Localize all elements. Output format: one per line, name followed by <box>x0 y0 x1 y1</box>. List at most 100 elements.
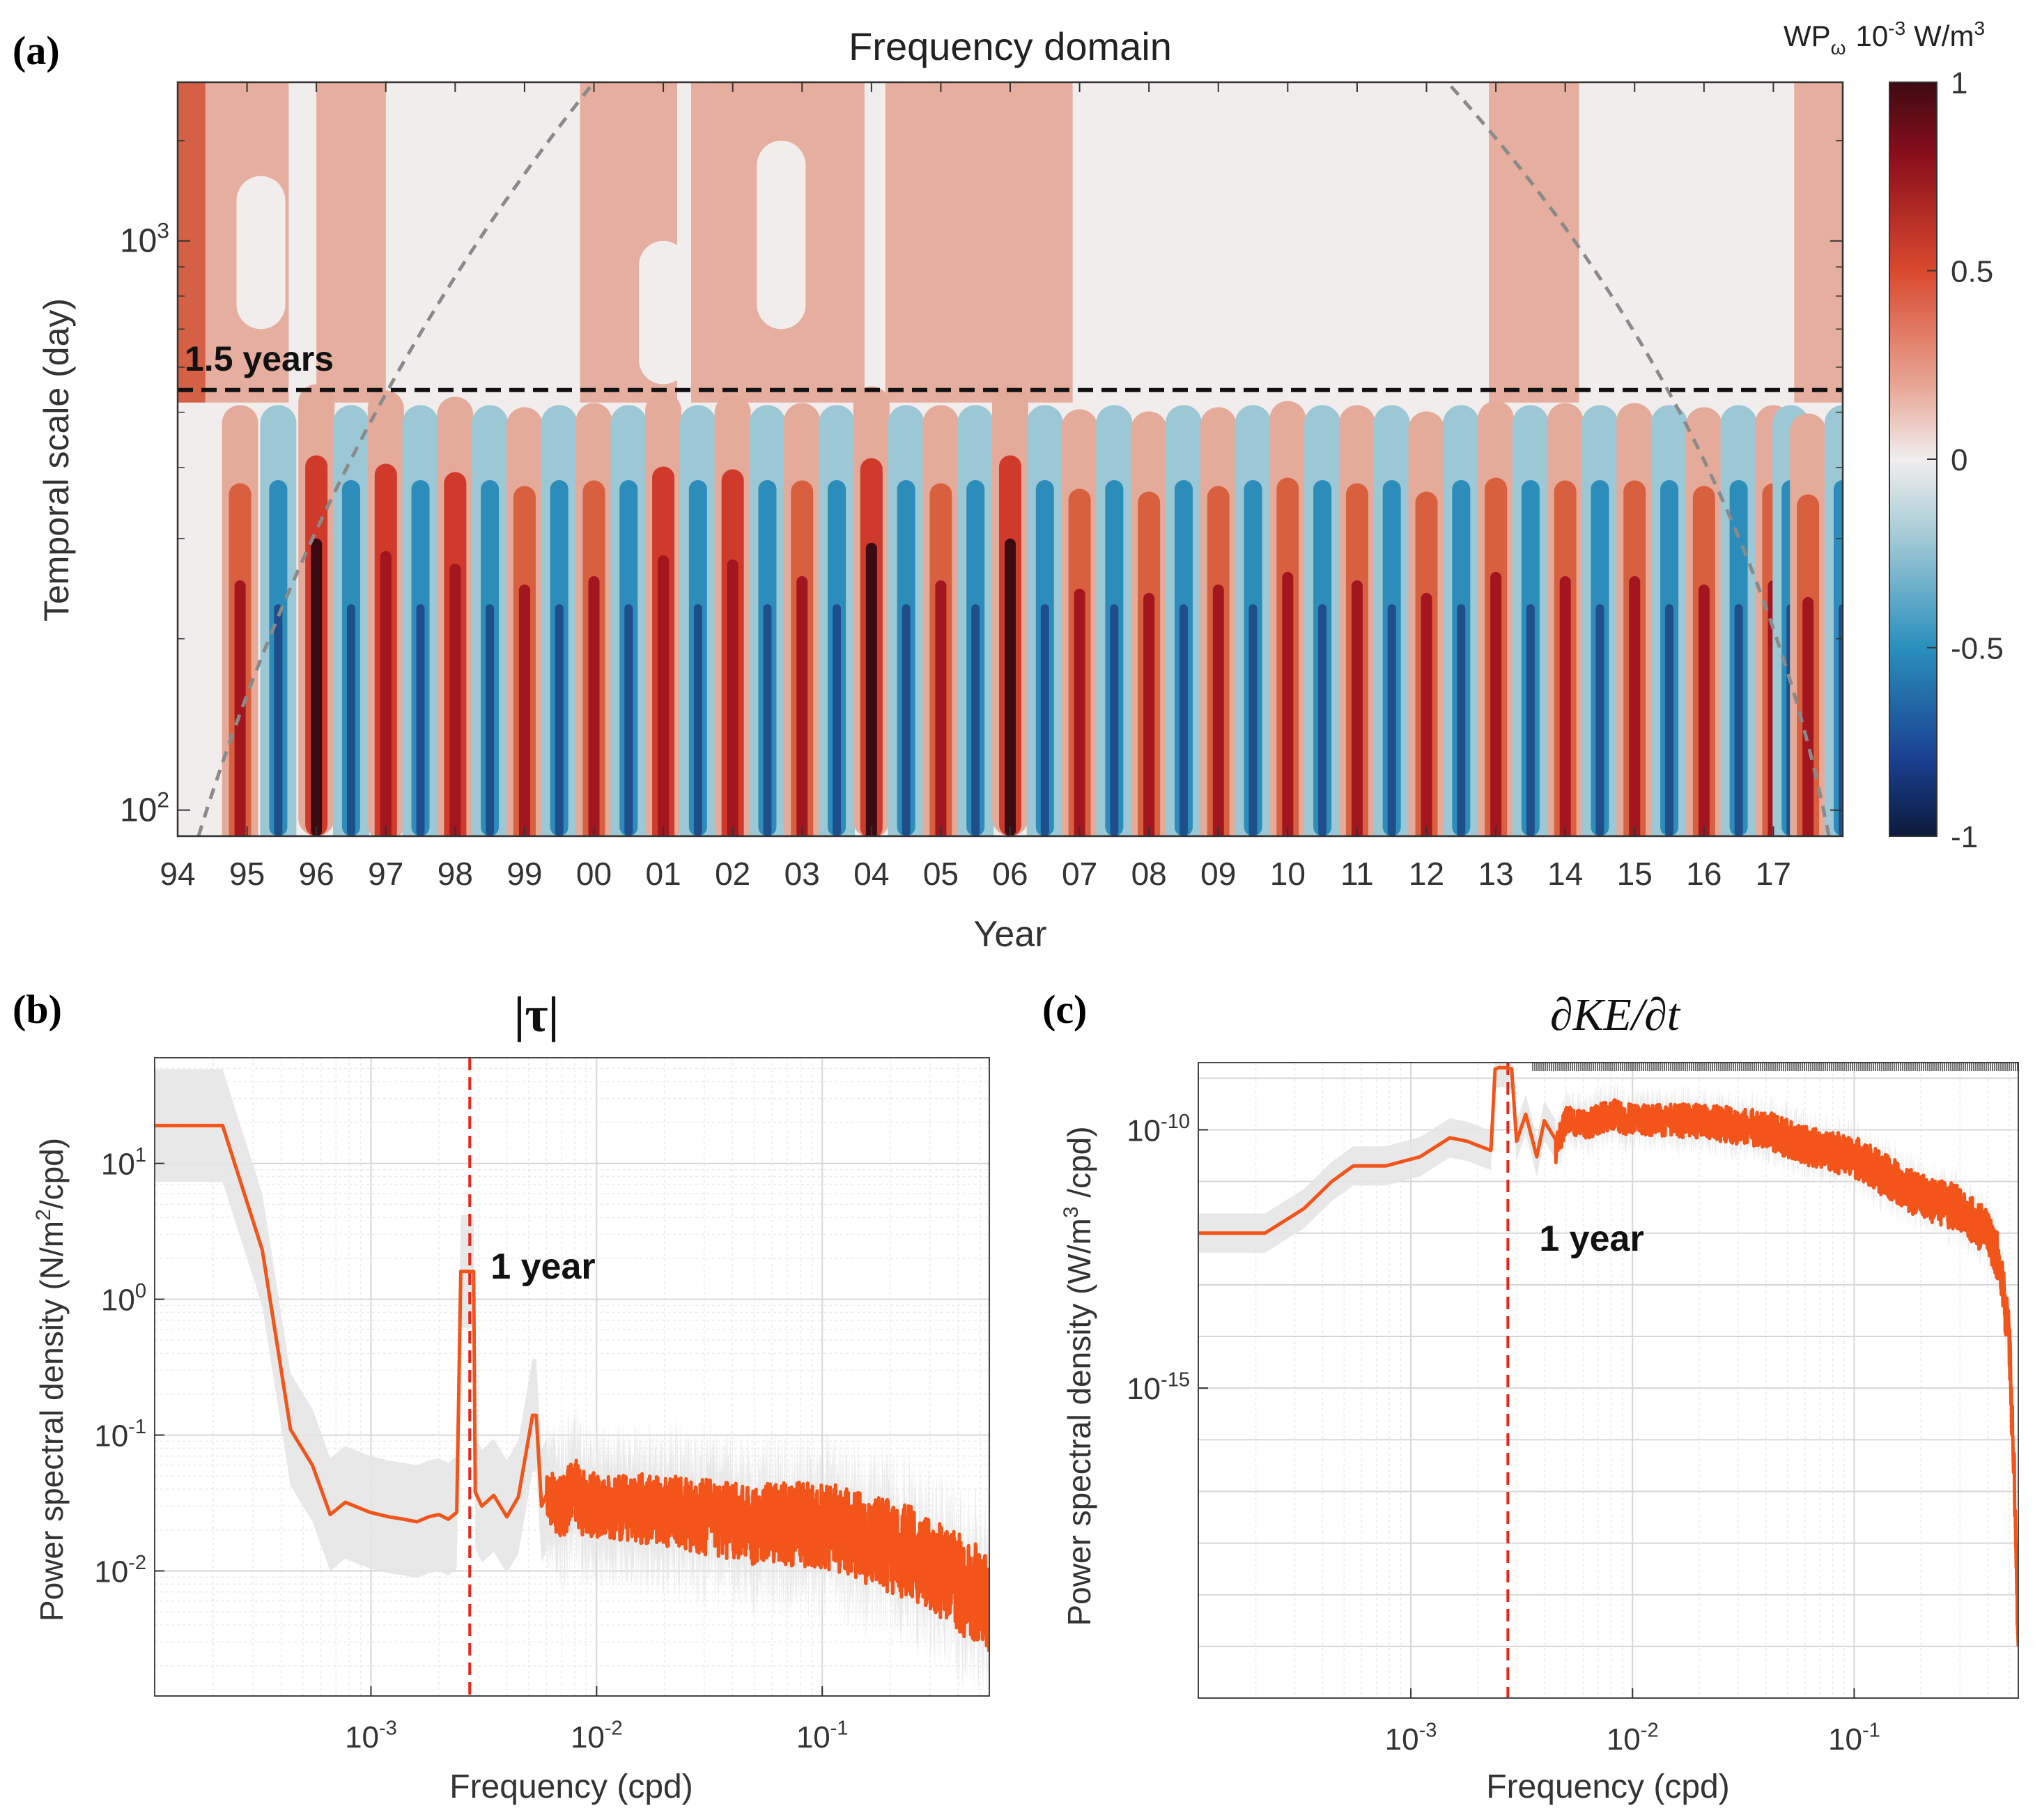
panel-b-xlabel: Frequency (cpd) <box>449 1768 693 1805</box>
x-tick-label: 98 <box>438 856 473 892</box>
y-tick-label-exp: -1 <box>128 1416 146 1438</box>
x-tick-label-base: 10 <box>796 1720 830 1755</box>
panel-c-xlabel: Frequency (cpd) <box>1486 1768 1729 1805</box>
y-tick-label-exp: 3 <box>157 218 169 243</box>
heatmap-band <box>316 82 386 403</box>
colorbar-tick-label: -0.5 <box>1951 632 2004 666</box>
y-tick-label-base: 10 <box>94 1419 128 1453</box>
y-tick-label: 100 <box>101 1280 146 1317</box>
panel-c-title: ∂KE/∂t <box>1550 989 1681 1040</box>
heatmap-trough-core <box>416 604 425 836</box>
x-tick-label: 95 <box>229 856 265 892</box>
x-tick-label: 13 <box>1478 856 1513 892</box>
panel-a-heatmap: (a) Frequency domain 1.5 years 94 95 96 97 98… <box>13 17 2004 955</box>
x-tick-label: 16 <box>1686 856 1722 892</box>
cone-of-influence-left <box>196 81 596 837</box>
heatmap-trough-core <box>1457 604 1466 836</box>
x-tick-label-base: 10 <box>1385 1722 1419 1757</box>
y-tick-label-base: 10 <box>101 1283 135 1318</box>
panel-b-ylabel: Power spectral density (N/m2/cpd) <box>32 1138 70 1621</box>
x-tick-label-exp: -3 <box>1419 1720 1437 1742</box>
heatmap-column-core <box>935 580 947 836</box>
panel-a-title: Frequency domain <box>849 24 1172 68</box>
heatmap-trough-core <box>624 604 633 836</box>
panel-a-xlabel: Year <box>973 914 1046 955</box>
x-tick-label: 06 <box>992 856 1028 892</box>
psd-series-line <box>155 1123 989 1653</box>
y-tick-label: 10-2 <box>94 1552 146 1589</box>
x-tick-label-base: 10 <box>1607 1722 1641 1757</box>
heatmap-band <box>1794 82 1843 403</box>
heatmap-trough-core <box>274 604 283 836</box>
heatmap-trough-core <box>1734 604 1743 836</box>
panel-c-label: (c) <box>1042 987 1087 1032</box>
x-tick-label: 10-3 <box>345 1718 397 1755</box>
panel-c-ylabel: Power spectral density (W/m3 /cpd) <box>1060 1126 1097 1626</box>
x-tick-label-exp: -2 <box>1641 1720 1659 1742</box>
x-tick-label: 07 <box>1062 856 1097 892</box>
heatmap-column-core <box>1212 584 1224 836</box>
plot-frame <box>154 1057 990 1697</box>
heatmap-column-core <box>1074 588 1085 836</box>
colorbar-label-sub: ω <box>1831 37 1846 59</box>
plot-clip <box>155 1058 989 1696</box>
x-tick-label: 10-3 <box>1385 1720 1437 1757</box>
heatmap-hole <box>236 176 286 330</box>
y-tick-label-exp: -15 <box>1161 1369 1190 1391</box>
heatmap-column-core <box>658 555 670 836</box>
colorbar-units: W/m <box>1914 20 1974 52</box>
heatmap-column-core <box>1490 571 1502 836</box>
colorbar-tick-label: -1 <box>1951 820 1978 854</box>
y-tick-label-exp: -10 <box>1161 1111 1190 1133</box>
colorbar-tick-label: 1 <box>1951 66 1967 100</box>
y-tick-label-base: 10 <box>120 223 157 260</box>
x-tick-label: 02 <box>715 856 750 892</box>
heatmap-trough-core <box>555 604 564 836</box>
x-tick-label-base: 10 <box>1828 1722 1862 1757</box>
heatmap-hole <box>757 140 806 330</box>
x-tick-label-exp: -1 <box>1862 1720 1880 1742</box>
heatmap-column-core <box>518 584 530 836</box>
x-tick-label: 17 <box>1756 856 1791 892</box>
y-tick-label-base: 10 <box>1127 1113 1161 1148</box>
x-tick-label: 03 <box>784 856 820 892</box>
colorbar-tick-label: 0.5 <box>1951 255 1993 289</box>
x-tick-label: 01 <box>645 856 681 892</box>
x-tick-label: 96 <box>299 856 334 892</box>
heatmap-hole <box>639 240 688 385</box>
x-tick-label: 00 <box>576 856 612 892</box>
heatmap-trough-core <box>693 604 702 836</box>
y-tick-label-exp: 0 <box>135 1280 146 1302</box>
heatmap-column-core <box>1559 576 1571 836</box>
y-tick-label-exp: 1 <box>135 1144 146 1166</box>
colorbar-units-exp2: 3 <box>1974 17 1985 39</box>
heatmap-layer <box>178 82 1843 836</box>
heatmap-trough-core <box>1839 604 1843 836</box>
panel-a-label: (a) <box>13 28 60 73</box>
heatmap-trough-core <box>1387 604 1396 836</box>
x-tick-label: 10-2 <box>1607 1720 1659 1757</box>
cone-of-influence-right <box>1446 81 1831 837</box>
heatmap-column-core <box>1802 596 1814 836</box>
panel-c-ylabel-text: Power spectral density (W/m <box>1061 1218 1097 1626</box>
x-tick-label: 94 <box>160 856 195 892</box>
y-tick-label-base: 10 <box>1127 1372 1161 1406</box>
x-tick-label: 10-1 <box>1828 1720 1880 1757</box>
y-tick-label: 101 <box>101 1144 146 1181</box>
one-year-label: 1 year <box>490 1247 595 1287</box>
heatmap-trough-core <box>763 604 772 836</box>
panel-b-title: |τ| <box>514 987 559 1042</box>
y-tick-label: 103 <box>120 218 169 260</box>
heatmap-column-core <box>865 542 877 836</box>
colorbar-units-exp: -3 <box>1888 17 1905 39</box>
heatmap-trough-core <box>1318 604 1327 836</box>
panel-b-ylabel-exp: 2 <box>32 1209 55 1221</box>
heatmap-column-core <box>727 559 738 836</box>
panel-c-ylabel-tail: /cpd) <box>1061 1126 1097 1206</box>
heatmap-trough-core <box>971 604 980 836</box>
x-tick-label: 12 <box>1409 856 1444 892</box>
